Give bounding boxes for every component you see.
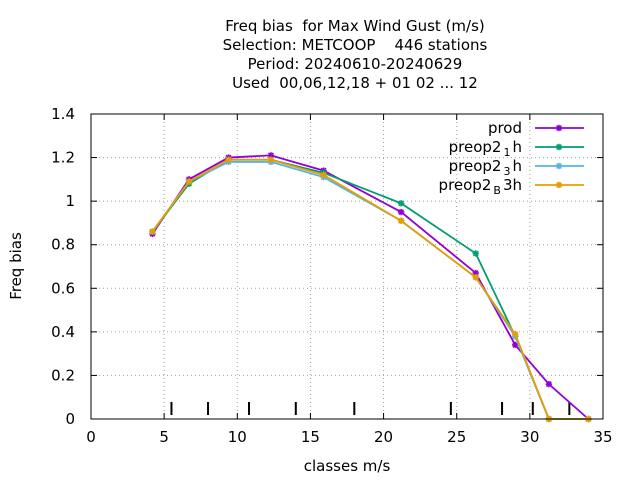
legend-label: preop2 B 3h [439,176,522,197]
x-tick-label: 25 [447,428,466,446]
legend-swatch-marker [555,124,563,132]
legend-item: preop2 1 h [449,138,584,159]
legend-label: preop2 1 h [449,138,522,159]
legend-label-subscript: 3 [503,165,510,178]
legend-label-name: preop2 [439,176,492,194]
legend-label-suffix: h [512,157,522,175]
x-tick-label: 20 [374,428,393,446]
data-point [149,228,156,235]
legend-label-suffix: 3h [503,176,522,194]
data-point [545,380,553,388]
legend-swatch-marker [555,162,563,170]
x-tick-label: 10 [228,428,247,446]
x-tick-label: 30 [520,428,539,446]
legend-label-suffix: h [512,138,522,156]
legend-label-name: prod [488,119,522,137]
data-point [185,178,193,185]
plot-frame [90,113,604,420]
series-line [151,161,589,420]
title-line-4: Used 00,06,12,18 + 01 02 ... 12 [232,74,478,92]
data-point [397,200,405,207]
series-line [151,154,589,420]
legend-swatch-marker [555,181,563,189]
series-layer [149,152,592,423]
x-axis-label: classes m/s [304,457,391,475]
x-tick-label: 15 [301,428,320,446]
title-line-2: Selection: METCOOP 446 stations [222,36,488,54]
legend-label-subscript: B [493,184,501,197]
legend-item: preop2 B 3h [439,176,584,197]
data-point [512,330,519,338]
data-point [472,274,479,281]
y-tick-label: 1.4 [51,105,75,123]
x-tick-label: 0 [86,428,96,446]
y-tick-label: 0.6 [51,279,75,297]
series-0 [149,152,592,423]
axis-ticks: 0 5 10 15 20 25 30 35 0 0.2 0.4 0.6 0.8 1 1.2 1.4 [51,105,612,446]
grid [91,114,603,419]
y-tick-label: 1.2 [51,149,75,167]
series-2 [149,158,592,423]
legend-label: prod [488,119,522,137]
y-tick-label: 0.2 [51,366,75,384]
x-tick-label: 35 [593,428,612,446]
data-point [320,171,327,179]
legend-label-name: preop2 [449,157,502,175]
data-point [472,250,479,257]
y-tick-label: 1 [65,192,75,210]
y-tick-label: 0.8 [51,236,75,254]
series-line [151,158,589,420]
y-axis-label: Freq bias [7,232,25,300]
legend-item: preop2 3 h [449,157,584,178]
series-line [151,158,589,420]
legend-label: preop2 3 h [449,157,522,178]
y-tick-label: 0.4 [51,323,75,341]
class-marks [170,402,571,415]
legend-swatch-marker [555,143,563,151]
x-tick-label: 5 [159,428,169,446]
data-point [397,217,405,224]
title-line-1: Freq bias for Max Wind Gust (m/s) [225,17,485,35]
data-point [397,208,405,216]
data-point [225,156,232,163]
legend-item: prod [488,119,584,137]
y-tick-label: 0 [65,410,75,428]
legend-label-subscript: 1 [503,146,510,159]
data-point [512,341,519,349]
data-point [267,156,275,163]
title-line-3: Period: 20240610-20240629 [247,55,463,73]
legend-label-name: preop2 [449,138,502,156]
